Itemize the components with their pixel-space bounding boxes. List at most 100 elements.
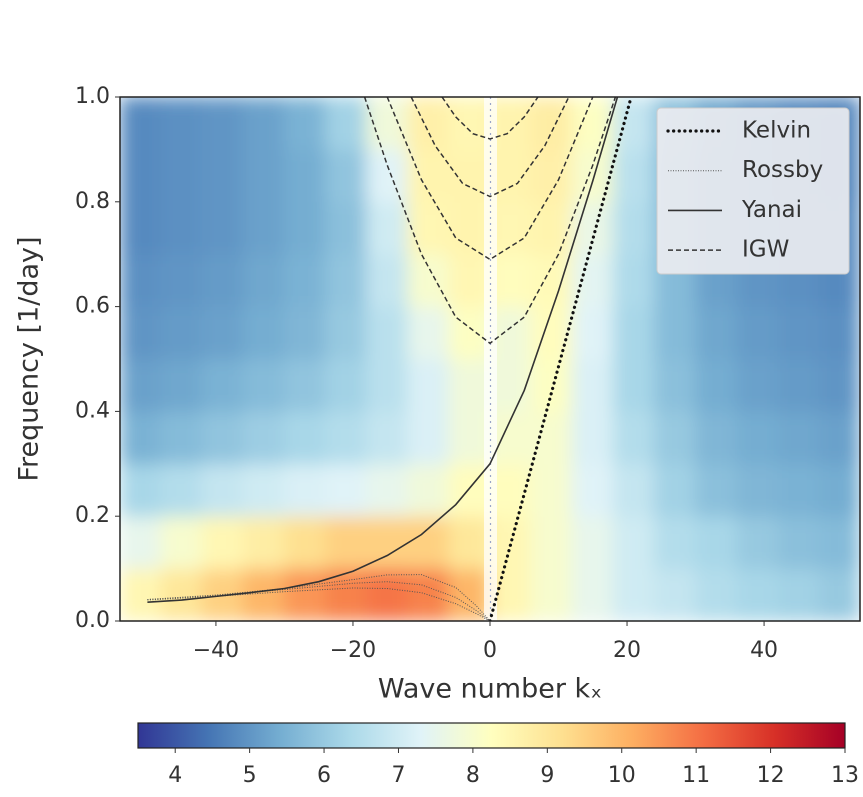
x-tick-label: −20 bbox=[330, 638, 376, 663]
heat-cell bbox=[283, 358, 327, 412]
heat-cell bbox=[366, 201, 409, 255]
curve-solid bbox=[147, 97, 619, 603]
heat-cell bbox=[612, 568, 655, 621]
heat-cell bbox=[366, 568, 409, 621]
colorbar-tick-label: 11 bbox=[682, 763, 710, 788]
heat-cell bbox=[571, 358, 614, 412]
heat-cell bbox=[160, 253, 203, 308]
heat-cell bbox=[653, 410, 697, 465]
heat-cell bbox=[448, 410, 491, 465]
heat-cell bbox=[612, 201, 655, 255]
legend-label: Rossby bbox=[742, 157, 823, 183]
heat-cell bbox=[612, 97, 655, 150]
heat-cell bbox=[283, 306, 327, 360]
heat-cell bbox=[571, 253, 614, 308]
heat-cell bbox=[160, 515, 203, 570]
heat-cell bbox=[736, 358, 779, 412]
heat-cell bbox=[366, 253, 409, 308]
legend-label: IGW bbox=[742, 237, 789, 263]
heat-cell bbox=[818, 358, 860, 412]
heat-cell bbox=[325, 463, 368, 517]
heat-cell bbox=[448, 515, 491, 570]
heat-cell bbox=[201, 463, 244, 517]
heat-cell bbox=[201, 410, 244, 465]
heat-cell bbox=[736, 515, 779, 570]
heat-cell bbox=[325, 358, 368, 412]
heat-cell bbox=[160, 358, 203, 412]
heat-cell bbox=[325, 253, 368, 308]
curve-fine-dotted bbox=[147, 587, 491, 621]
colorbar-tick-label: 4 bbox=[168, 763, 182, 788]
heatmap-cells bbox=[120, 97, 860, 621]
heat-cell bbox=[120, 253, 162, 308]
heat-cell bbox=[695, 568, 738, 621]
heat-cell bbox=[407, 410, 450, 465]
heat-cell bbox=[736, 306, 779, 360]
heat-cell bbox=[777, 410, 820, 465]
heat-cell bbox=[736, 568, 779, 621]
heat-cell bbox=[530, 358, 573, 412]
colorbar-tick-label: 8 bbox=[466, 763, 480, 788]
heat-cell bbox=[283, 201, 327, 255]
heat-cell bbox=[201, 148, 244, 203]
legend-label: Kelvin bbox=[742, 118, 811, 144]
heat-cell bbox=[366, 463, 409, 517]
heat-cell bbox=[571, 463, 614, 517]
heat-cell bbox=[407, 515, 450, 570]
heat-cell bbox=[818, 568, 860, 621]
heat-cell bbox=[612, 463, 655, 517]
y-tick-label: 0.4 bbox=[75, 398, 110, 423]
heat-cell bbox=[120, 515, 162, 570]
colorbar-tick-label: 13 bbox=[831, 763, 859, 788]
heat-cell bbox=[407, 148, 450, 203]
curve-dashed bbox=[386, 97, 594, 261]
colorbar-tick-label: 10 bbox=[608, 763, 636, 788]
heat-cell bbox=[283, 515, 327, 570]
heat-cell bbox=[407, 253, 450, 308]
heat-cell bbox=[283, 463, 327, 517]
curve-fine-dotted bbox=[147, 581, 491, 621]
heat-cell bbox=[366, 148, 409, 203]
heat-cell bbox=[530, 201, 573, 255]
heat-cell bbox=[120, 358, 162, 412]
heat-cell bbox=[242, 568, 285, 621]
y-axis-label: Frequency [1/day] bbox=[14, 236, 45, 481]
y-tick-label: 0.0 bbox=[75, 608, 110, 633]
heat-cell bbox=[325, 306, 368, 360]
heat-cell bbox=[530, 410, 573, 465]
curve-dotted bbox=[488, 97, 633, 621]
curve-dashed bbox=[363, 97, 617, 345]
heat-cell bbox=[777, 306, 820, 360]
heat-cell bbox=[571, 568, 614, 621]
heat-cell bbox=[818, 463, 860, 517]
heat-cell bbox=[653, 358, 697, 412]
heat-cell bbox=[818, 410, 860, 465]
heat-cell bbox=[777, 568, 820, 621]
heat-cell bbox=[653, 463, 697, 517]
heat-cell bbox=[201, 358, 244, 412]
heat-cell bbox=[242, 306, 285, 360]
heat-cell bbox=[120, 97, 162, 150]
heat-cell bbox=[366, 358, 409, 412]
heat-cell bbox=[448, 358, 491, 412]
heat-cell bbox=[818, 306, 860, 360]
heat-cell bbox=[160, 463, 203, 517]
x-tick-label: −40 bbox=[193, 638, 239, 663]
heat-cell bbox=[653, 568, 697, 621]
heat-cell bbox=[407, 568, 450, 621]
heat-cell bbox=[120, 410, 162, 465]
heat-cell bbox=[612, 306, 655, 360]
heat-cell bbox=[530, 148, 573, 203]
heat-cell bbox=[242, 201, 285, 255]
heat-cell bbox=[242, 253, 285, 308]
heat-cell bbox=[571, 97, 614, 150]
heat-cell bbox=[160, 97, 203, 150]
heat-cell bbox=[201, 253, 244, 308]
colorbar-tick-label: 7 bbox=[391, 763, 405, 788]
heat-cell bbox=[695, 358, 738, 412]
heat-cell bbox=[653, 306, 697, 360]
curve-dashed bbox=[410, 97, 570, 198]
y-tick-label: 0.6 bbox=[75, 294, 110, 319]
heat-cell bbox=[242, 515, 285, 570]
